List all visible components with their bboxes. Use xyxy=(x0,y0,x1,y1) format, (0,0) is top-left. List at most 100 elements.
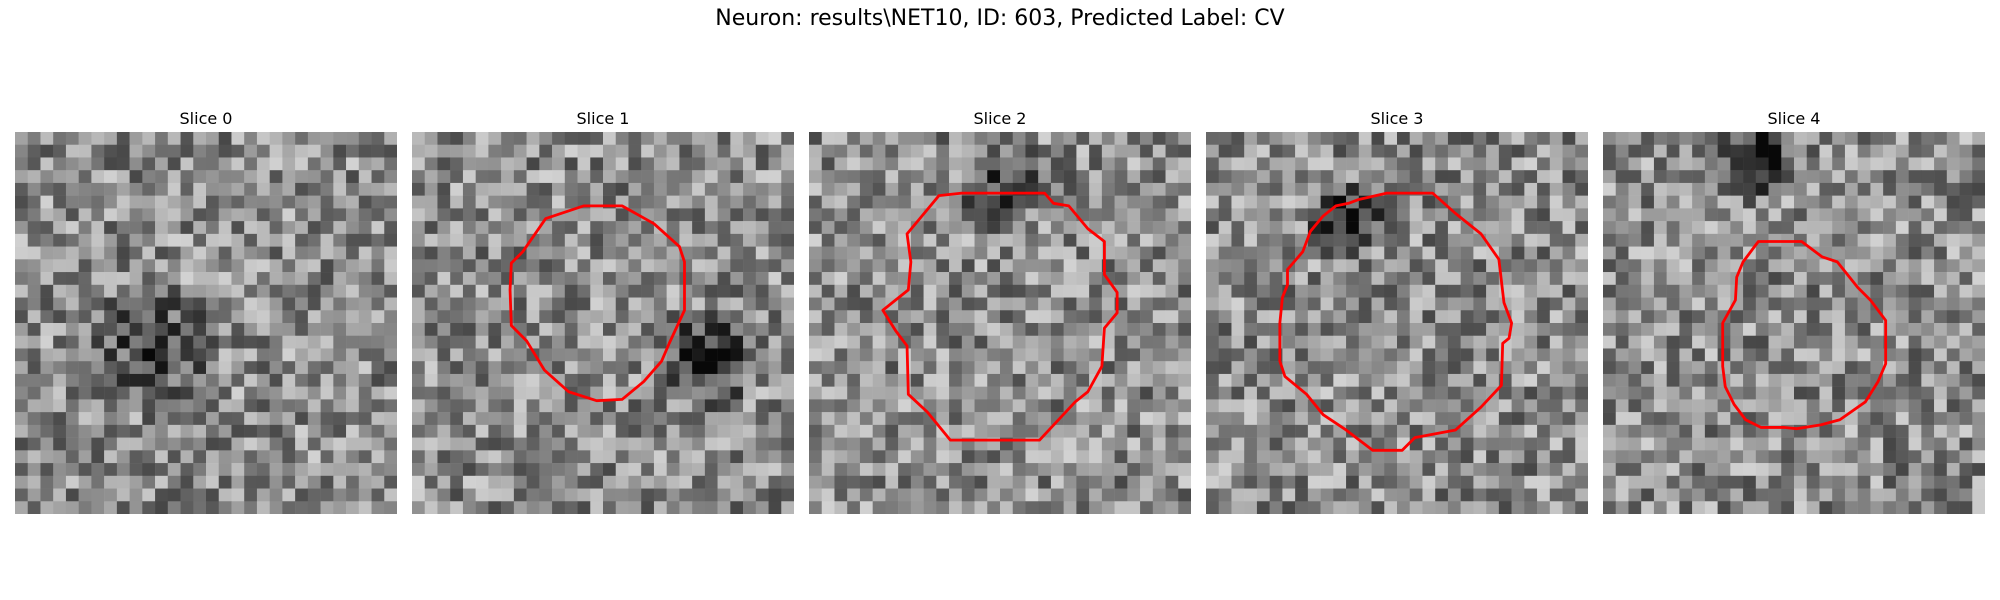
image-pixel xyxy=(1921,501,1935,514)
image-pixel xyxy=(462,424,476,438)
image-pixel xyxy=(1244,437,1258,451)
image-pixel xyxy=(1870,475,1884,489)
image-pixel xyxy=(282,424,296,438)
image-pixel xyxy=(1743,132,1757,145)
image-pixel xyxy=(1908,272,1922,286)
image-pixel xyxy=(27,170,41,184)
image-pixel xyxy=(1615,144,1629,158)
image-pixel xyxy=(1000,412,1013,426)
image-pixel xyxy=(1730,323,1744,336)
image-pixel xyxy=(1704,386,1718,400)
image-pixel xyxy=(1025,132,1039,145)
image-pixel xyxy=(295,399,309,413)
image-pixel xyxy=(371,259,385,273)
image-pixel xyxy=(859,297,873,311)
image-pixel xyxy=(295,488,309,502)
image-pixel xyxy=(488,272,502,286)
image-pixel xyxy=(256,437,270,451)
image-pixel xyxy=(1934,399,1948,413)
image-pixel xyxy=(1794,450,1807,464)
image-pixel xyxy=(704,488,718,502)
image-pixel xyxy=(129,195,143,209)
image-pixel xyxy=(218,259,232,273)
image-pixel xyxy=(1025,310,1039,324)
image-pixel xyxy=(65,170,79,184)
image-pixel xyxy=(104,246,118,260)
image-pixel xyxy=(755,348,769,362)
image-pixel xyxy=(872,297,886,311)
image-pixel xyxy=(231,182,245,196)
image-pixel xyxy=(1152,182,1166,196)
image-pixel xyxy=(27,361,41,375)
image-pixel xyxy=(872,437,886,451)
image-pixel xyxy=(1972,323,1985,336)
image-pixel xyxy=(526,323,540,336)
image-pixel xyxy=(666,246,680,260)
image-pixel xyxy=(1422,323,1436,336)
image-pixel xyxy=(1397,373,1410,387)
image-pixel xyxy=(206,259,219,273)
image-pixel xyxy=(358,437,372,451)
image-pixel xyxy=(27,386,41,400)
image-pixel xyxy=(218,170,232,184)
image-pixel xyxy=(653,450,667,464)
image-pixel xyxy=(488,208,502,222)
image-pixel xyxy=(1076,450,1090,464)
image-pixel xyxy=(743,170,757,184)
image-pixel xyxy=(1320,144,1334,158)
image-pixel xyxy=(1089,310,1103,324)
image-pixel xyxy=(1140,221,1154,235)
image-pixel xyxy=(462,233,476,247)
image-pixel xyxy=(501,246,515,260)
image-pixel xyxy=(1320,284,1334,298)
image-pixel xyxy=(1063,437,1077,451)
image-pixel xyxy=(1050,386,1064,400)
image-pixel xyxy=(539,488,553,502)
image-pixel xyxy=(859,450,873,464)
image-pixel xyxy=(1653,424,1667,438)
image-pixel xyxy=(1206,310,1219,324)
image-pixel xyxy=(1883,284,1897,298)
image-pixel xyxy=(1409,310,1423,324)
image-pixel xyxy=(1282,157,1296,171)
image-pixel xyxy=(1409,501,1423,514)
image-pixel xyxy=(1679,157,1693,171)
image-pixel xyxy=(1460,259,1474,273)
image-pixel xyxy=(679,373,693,387)
image-pixel xyxy=(679,208,693,222)
image-pixel xyxy=(1692,386,1706,400)
image-pixel xyxy=(1946,195,1960,209)
image-pixel xyxy=(1486,399,1500,413)
image-pixel xyxy=(346,132,360,145)
image-pixel xyxy=(1844,450,1858,464)
image-pixel xyxy=(475,488,489,502)
image-pixel xyxy=(923,373,937,387)
image-pixel xyxy=(641,132,655,145)
image-pixel xyxy=(193,195,207,209)
image-pixel xyxy=(53,195,67,209)
image-pixel xyxy=(193,182,207,196)
image-pixel xyxy=(295,132,309,145)
image-pixel xyxy=(590,259,604,273)
image-pixel xyxy=(231,335,245,349)
image-pixel xyxy=(1883,386,1897,400)
image-pixel xyxy=(1832,297,1846,311)
image-pixel xyxy=(666,386,680,400)
image-pixel xyxy=(180,323,194,336)
image-pixel xyxy=(1371,246,1385,260)
image-pixel xyxy=(307,144,321,158)
image-pixel xyxy=(1244,450,1258,464)
image-pixel xyxy=(987,373,1001,387)
image-pixel xyxy=(218,297,232,311)
image-pixel xyxy=(1089,182,1103,196)
image-pixel xyxy=(475,361,489,375)
image-pixel xyxy=(1921,386,1935,400)
image-pixel xyxy=(1140,412,1154,426)
image-pixel xyxy=(1959,348,1973,362)
image-pixel xyxy=(1819,386,1833,400)
image-pixel xyxy=(1498,488,1512,502)
image-pixel xyxy=(1628,272,1642,286)
image-pixel xyxy=(961,132,975,145)
image-pixel xyxy=(1063,233,1077,247)
image-pixel xyxy=(1857,310,1871,324)
